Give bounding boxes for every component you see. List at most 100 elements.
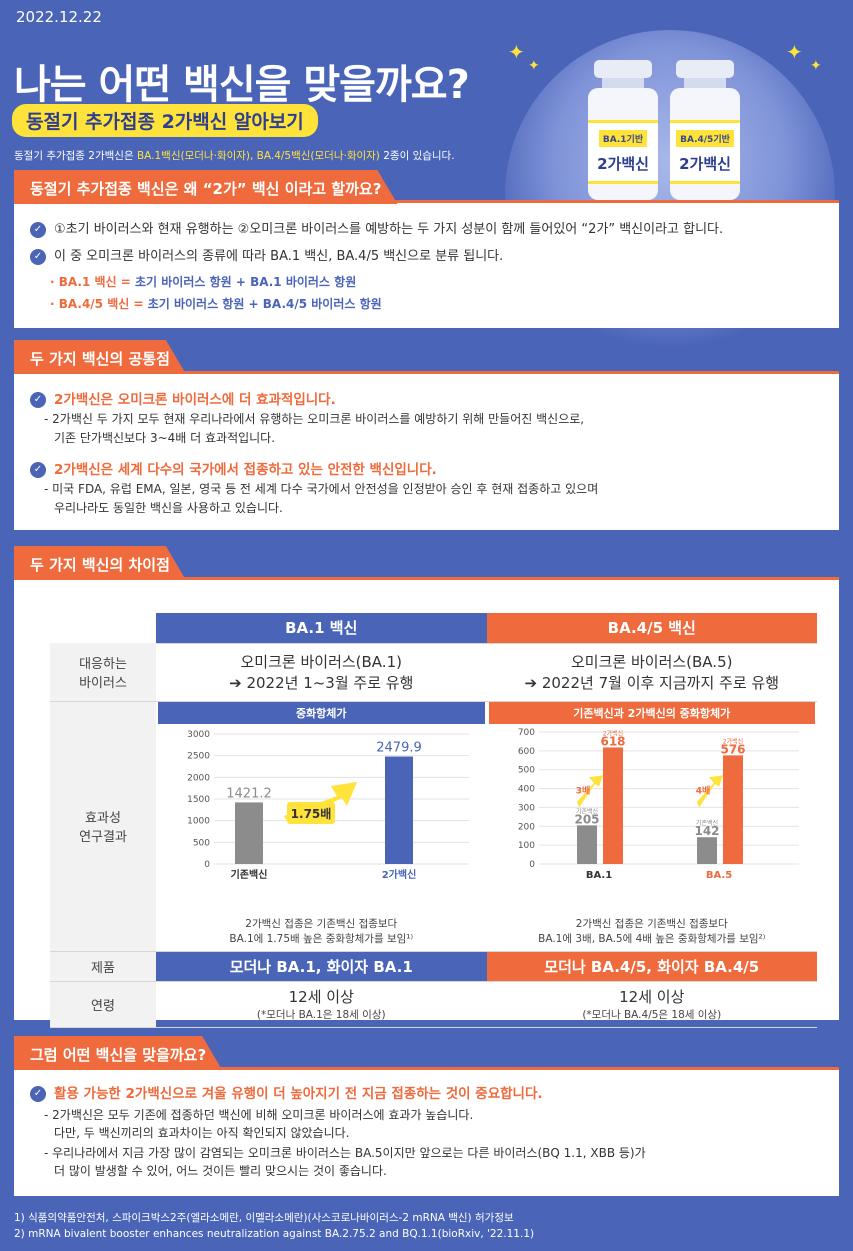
check-icon: ✓ (30, 221, 46, 238)
sub-bullet: · BA.4/5 백신 = 초기 바이러스 항원 + BA.4/5 바이러스 항… (50, 297, 382, 311)
row-label: 연령 (50, 981, 156, 1028)
y-tick-label: 500 (518, 765, 535, 775)
divider (14, 1067, 839, 1070)
detail: 더 많이 발생할 수 있어, 어느 것이든 빨리 맞으시는 것이 좋습니다. (54, 1164, 387, 1178)
section-common: ✓ 2가백신은 오미크론 바이러스에 더 효과적입니다. - 2가백신 두 가지 … (14, 374, 839, 530)
bullet: ✓ ①초기 바이러스와 현재 유행하는 ②오미크론 바이러스를 예방하는 두 가지… (30, 218, 723, 238)
sparkle-icon: ✦ (786, 40, 803, 64)
product-ba1: 모더나 BA.1, 화이자 BA.1 (156, 951, 487, 982)
row-label: 대응하는 바이러스 (50, 643, 156, 702)
vial-tag: BA.1기반 (598, 130, 648, 147)
divider (14, 577, 839, 580)
sub-bullet: · BA.1 백신 = 초기 바이러스 항원 + BA.1 바이러스 항원 (50, 275, 357, 289)
detail: - 미국 FDA, 유럽 EMA, 일본, 영국 등 전 세계 다수 국가에서 … (44, 482, 599, 496)
y-tick-label: 1500 (187, 795, 210, 805)
section-heading: 동절기 추가접종 백신은 왜 “2가” 백신 이라고 할까요? (14, 170, 397, 204)
series-label: 2가백신 (603, 729, 623, 737)
sparkle-icon: ✦ (508, 40, 525, 64)
bar (234, 801, 263, 864)
y-tick-label: 2500 (187, 751, 210, 761)
section-heading: 그럼 어떤 백신을 맞을까요? (14, 1036, 222, 1070)
ratio-label: 3배 (576, 784, 591, 796)
comparison-table: BA.1 백신 BA.4/5 백신 대응하는 바이러스 오미크론 바이러스(BA… (50, 613, 817, 1028)
detail: - 우리나라에서 지금 가장 많이 감염되는 오미크론 바이러스는 BA.5이지… (44, 1146, 646, 1160)
check-icon: ✓ (30, 392, 46, 408)
sparkle-icon: ✦ (810, 58, 822, 74)
product-ba45: 모더나 BA.4/5, 화이자 BA.4/5 (486, 951, 817, 982)
date: 2022.12.22 (16, 8, 102, 26)
x-tick-label: 기존백신 (230, 868, 267, 881)
ratio-label: 4배 (696, 784, 711, 796)
bar (603, 746, 624, 864)
section-heading: 두 가지 백신의 공통점 (14, 340, 186, 374)
y-tick-label: 2000 (187, 773, 210, 783)
y-tick-label: 200 (518, 822, 535, 832)
y-tick-label: 0 (530, 860, 536, 870)
col-ba45-header: BA.4/5 백신 (486, 613, 817, 644)
x-tick-label: BA.1 (586, 870, 612, 881)
point: ✓ 활용 가능한 2가백신으로 겨울 유행이 더 높아지기 전 지금 접종하는 것… (30, 1082, 543, 1102)
vial-name: 2가백신 (679, 155, 731, 173)
detail: - 2가백신 두 가지 모두 현재 우리나라에서 유행하는 오미크론 바이러스를… (44, 412, 585, 426)
bar (723, 754, 744, 864)
detail: 기존 단가백신보다 3~4배 더 효과적입니다. (54, 431, 276, 445)
row-label: 효과성 연구결과 (50, 701, 156, 952)
vial-tag: BA.4/5기반 (676, 130, 734, 147)
y-tick-label: 600 (518, 746, 535, 756)
data-label: 2479.9 (376, 740, 422, 755)
check-icon: ✓ (30, 1086, 46, 1102)
section-why-bivalent: ✓ ①초기 바이러스와 현재 유행하는 ②오미크론 바이러스를 예방하는 두 가지… (14, 200, 839, 328)
vial-ba45: BA.4/5기반 2가백신 (670, 60, 740, 200)
detail: 우리나라도 동일한 백신을 사용하고 있습니다. (54, 501, 283, 515)
y-tick-label: 0 (204, 860, 210, 870)
bullet: ✓ 이 중 오미크론 바이러스의 종류에 따라 BA.1 백신, BA.4/5 백… (30, 245, 503, 265)
col-ba1-header: BA.1 백신 (156, 613, 487, 644)
data-label: 142 (695, 824, 720, 838)
bar (384, 756, 413, 864)
bar (577, 824, 598, 864)
ratio-badge (286, 801, 335, 824)
data-label: 618 (601, 734, 626, 748)
check-icon: ✓ (30, 248, 46, 265)
virus-ba1: 오미크론 바이러스(BA.1) ➔ 2022년 1~3월 주로 유행 (156, 643, 487, 702)
point: ✓ 2가백신은 세계 다수의 국가에서 접종하고 있는 안전한 백신입니다. (30, 458, 437, 478)
age-ba45: 12세 이상 (*모더나 BA.4/5은 18세 이상) (486, 981, 817, 1028)
y-tick-label: 100 (518, 841, 535, 851)
arrow-icon (697, 774, 724, 807)
y-tick-label: 500 (193, 838, 210, 848)
page-subtitle: 동절기 추가접종 2가백신 알아보기 (12, 104, 318, 137)
y-tick-label: 400 (518, 784, 535, 794)
divider (14, 200, 839, 203)
footnote: 1) 식품의약품안전처, 스파이크박스2주(엘라소메란, 이멜라소메란)(사스코… (14, 1212, 514, 1224)
ratio-label: 1.75배 (290, 806, 331, 821)
page-title: 나는 어떤 백신을 맞을까요? (14, 62, 470, 108)
y-tick-label: 700 (518, 728, 535, 738)
point: ✓ 2가백신은 오미크론 바이러스에 더 효과적입니다. (30, 388, 336, 408)
arrow-icon (577, 774, 604, 807)
virus-ba45: 오미크론 바이러스(BA.5) ➔ 2022년 7월 이후 지금까지 주로 유행 (486, 643, 817, 702)
y-tick-label: 300 (518, 803, 535, 813)
detail: 다만, 두 백신끼리의 효과차이는 아직 확인되지 않았습니다. (54, 1126, 350, 1140)
row-label: 제품 (50, 951, 156, 982)
chart1-cell: 중화항체가 0 500 1000 1500 2000 2500 3000 1421.2 기존백신… (156, 701, 487, 911)
series-label: 기존백신 (576, 807, 598, 815)
footnote: 2) mRNA bivalent booster enhances neutra… (14, 1228, 535, 1240)
y-tick-label: 3000 (187, 730, 210, 740)
section-which: ✓ 활용 가능한 2가백신으로 겨울 유행이 더 높아지기 전 지금 접종하는 것… (14, 1070, 839, 1196)
chart2-cell: 기존백신과 2가백신의 중화항체가 0 100 200 300 400 500 600 700… (487, 701, 818, 911)
bar (697, 836, 718, 864)
data-label: 1421.2 (226, 786, 272, 801)
chart-ba1: 0 500 1000 1500 2000 2500 3000 1421.2 기존백신 2479.9… (187, 730, 469, 881)
vial-name: 2가백신 (597, 155, 649, 173)
check-icon: ✓ (30, 462, 46, 478)
age-ba1: 12세 이상 (*모더나 BA.1은 18세 이상) (156, 981, 487, 1028)
section-heading: 두 가지 백신의 차이점 (14, 546, 186, 580)
data-label: 205 (575, 812, 600, 826)
sparkle-icon: ✦ (528, 58, 540, 74)
chart-title: 기존백신과 2가백신의 중화항체가 (488, 701, 815, 724)
x-tick-label: BA.5 (706, 870, 732, 881)
chart2-note: 2가백신 접종은 기존백신 접종보다 BA.1에 3배, BA.5에 4배 높은 … (486, 911, 817, 952)
y-tick-label: 1000 (187, 816, 210, 826)
intro-text: 동절기 추가접종 2가백신은 BA.1백신(모더나·화이자), BA.4/5백신… (14, 150, 455, 162)
